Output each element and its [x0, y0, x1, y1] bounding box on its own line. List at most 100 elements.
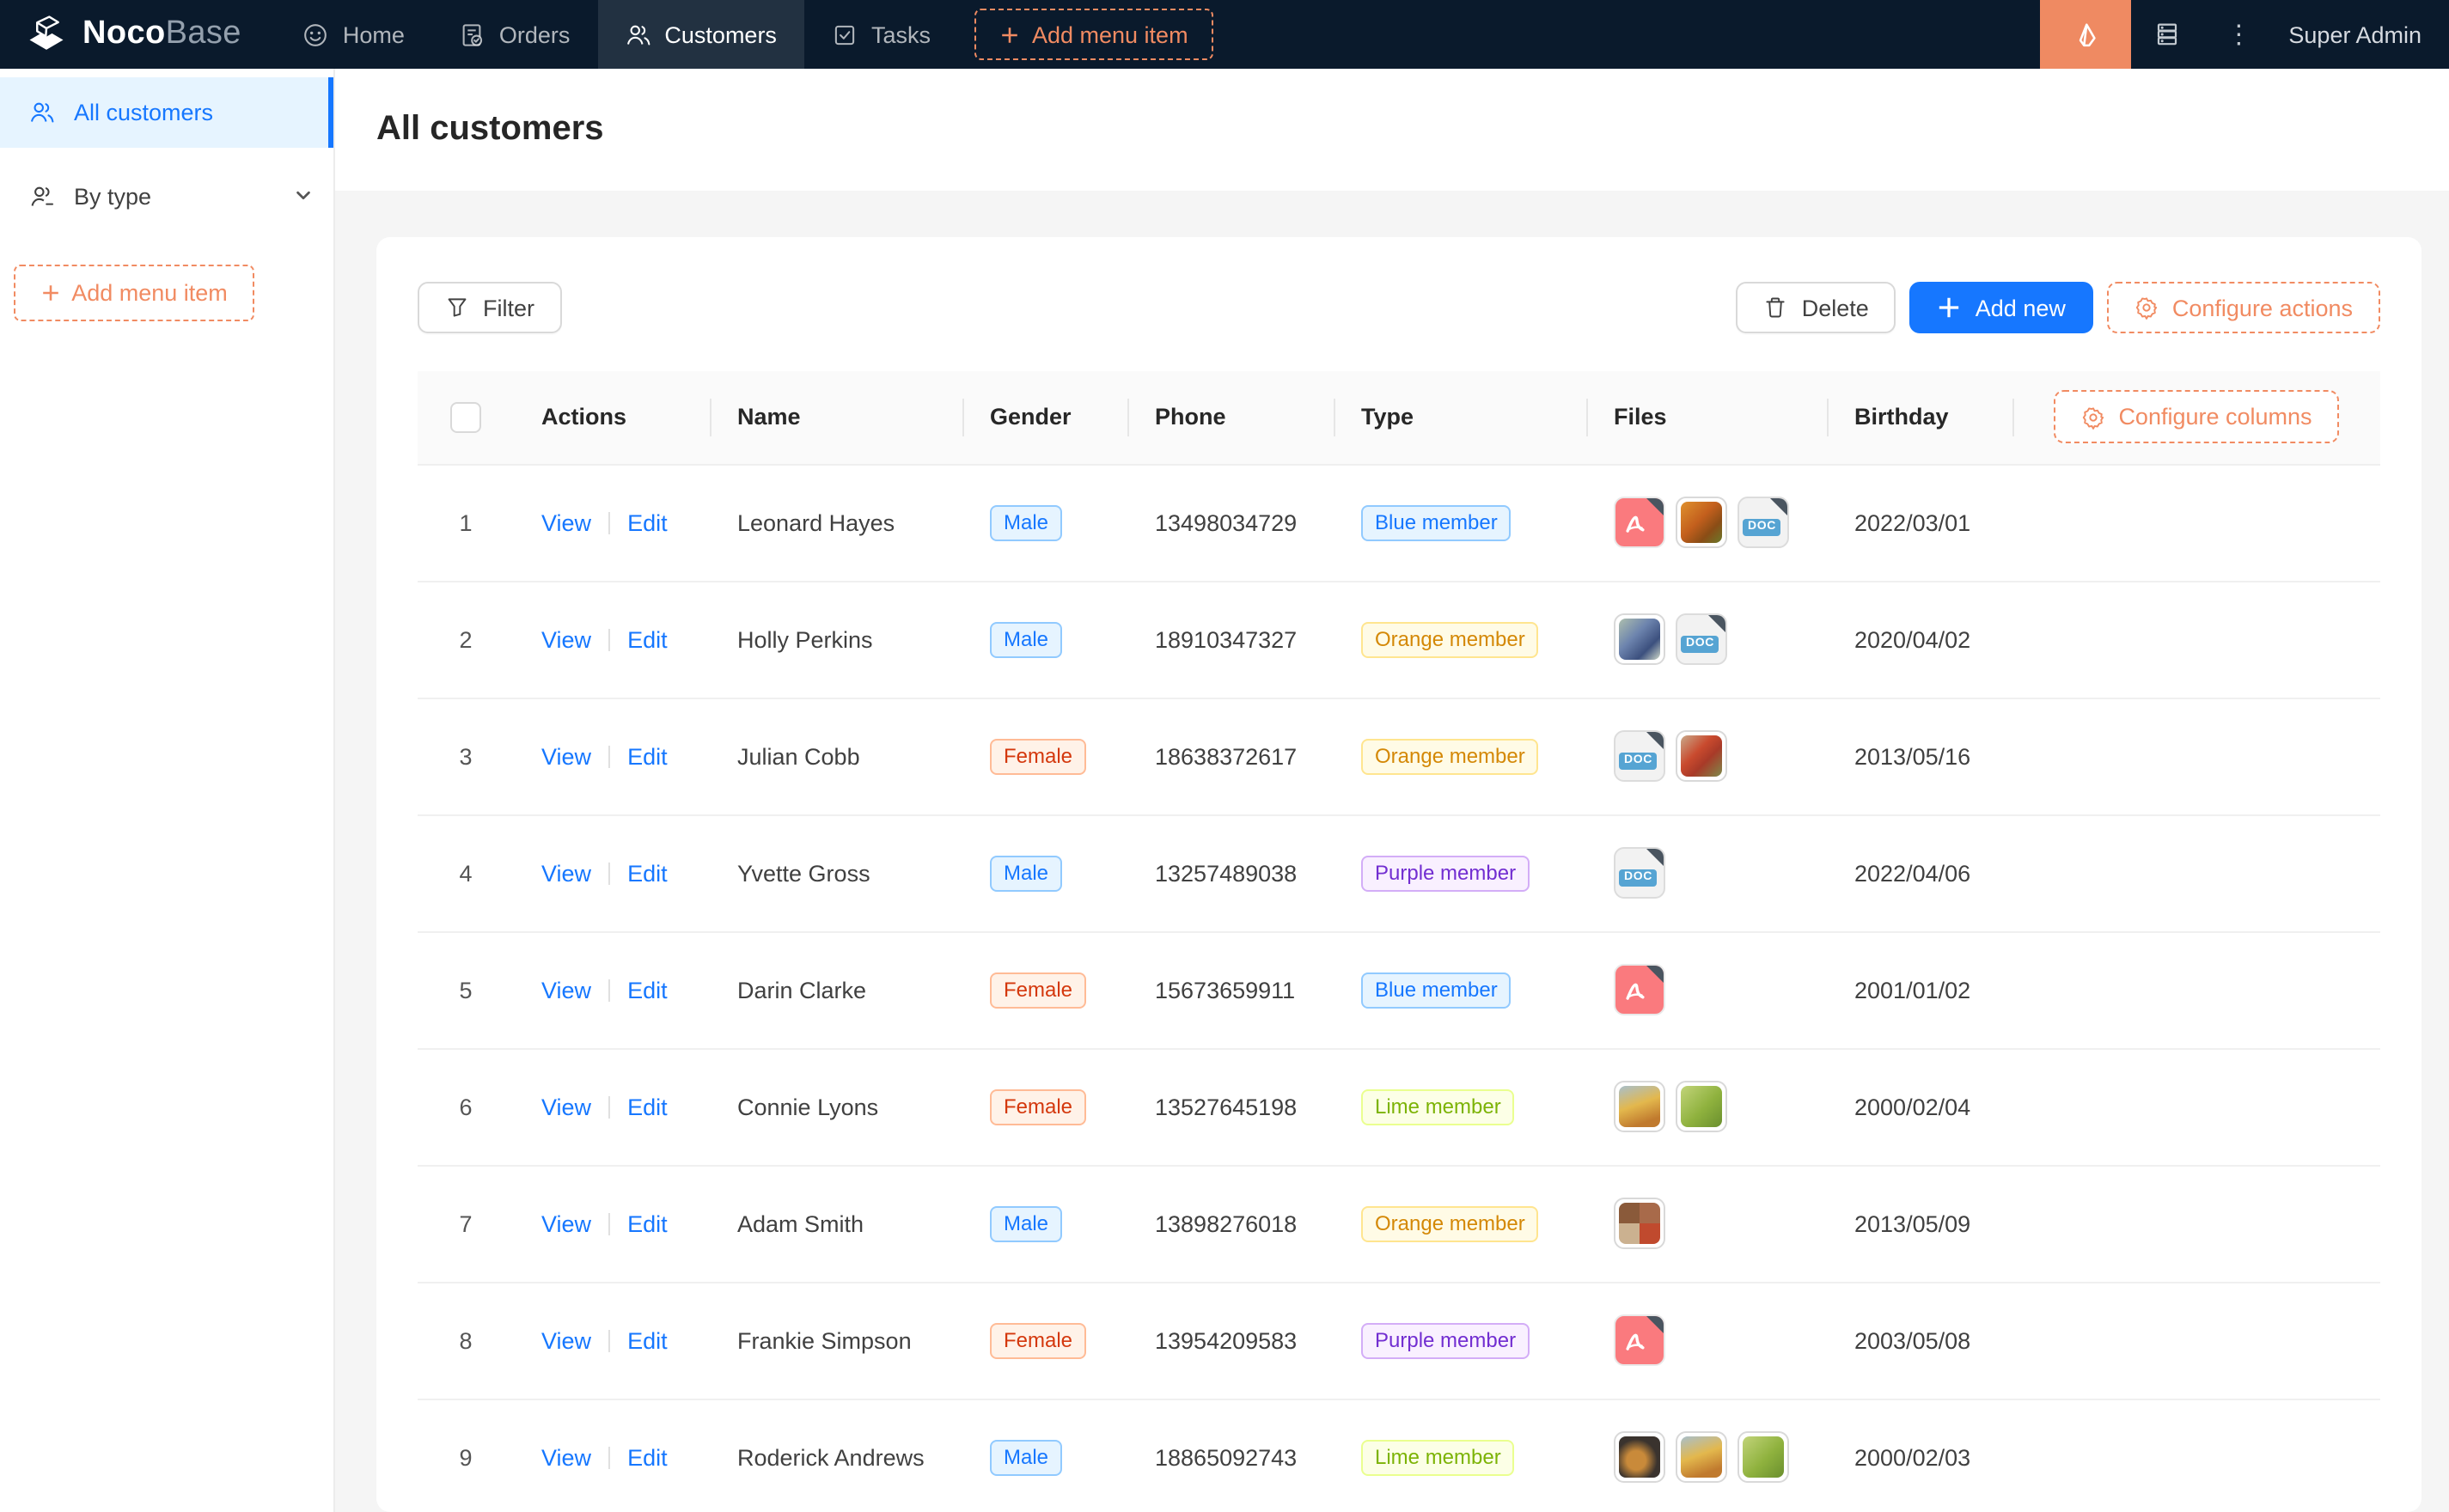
column-header-name: Name — [710, 371, 962, 464]
gender-tag: Male — [990, 1439, 1062, 1475]
extra-cell — [2012, 1399, 2380, 1512]
funnel-icon — [445, 296, 469, 320]
row-index: 4 — [418, 814, 514, 931]
link-divider — [608, 979, 610, 1001]
extra-cell — [2012, 1165, 2380, 1282]
type-tag: Blue member — [1361, 504, 1512, 540]
more-menu-button[interactable]: ⋮ — [2202, 0, 2275, 69]
image-thumbnail[interactable] — [1614, 613, 1665, 665]
extra-cell — [2012, 464, 2380, 581]
row-index: 9 — [418, 1399, 514, 1512]
edit-link[interactable]: Edit — [627, 977, 668, 1003]
doc-label: DOC — [1619, 753, 1658, 770]
edit-link[interactable]: Edit — [627, 1094, 668, 1119]
phone-cell: 13257489038 — [1127, 814, 1334, 931]
nav-item-customers[interactable]: Customers — [597, 0, 804, 69]
type-tag: Orange member — [1361, 1205, 1539, 1241]
type-tag: Orange member — [1361, 738, 1539, 774]
edit-link[interactable]: Edit — [627, 509, 668, 535]
checkbox-check-icon — [832, 21, 858, 47]
trash-icon — [1764, 296, 1788, 320]
actions-cell: View Edit — [514, 931, 710, 1048]
image-thumbnail[interactable] — [1676, 1081, 1727, 1132]
image-thumbnail[interactable] — [1676, 730, 1727, 782]
table-row: 7 ViewEdit Adam Smith Male 13898276018 O… — [418, 1165, 2380, 1282]
pdf-file-icon[interactable] — [1614, 1314, 1665, 1366]
configure-actions-button[interactable]: Configure actions — [2107, 282, 2380, 333]
nav-item-home[interactable]: Home — [276, 0, 432, 69]
actions-cell: View Edit — [514, 1048, 710, 1165]
table-toolbar: Filter Delete Add new — [418, 282, 2380, 333]
edit-link[interactable]: Edit — [627, 1210, 668, 1236]
extra-cell — [2012, 1282, 2380, 1399]
filter-button[interactable]: Filter — [418, 282, 562, 333]
files-cell: DOC — [1586, 814, 1827, 931]
doc-file-icon[interactable]: DOC — [1614, 730, 1665, 782]
view-link[interactable]: View — [541, 860, 591, 886]
nav-add-menu-item-button[interactable]: Add menu item — [975, 9, 1214, 60]
files-cell — [1586, 1282, 1827, 1399]
link-divider — [608, 1329, 610, 1351]
view-link[interactable]: View — [541, 1327, 591, 1353]
delete-button[interactable]: Delete — [1737, 282, 1896, 333]
type-tag: Blue member — [1361, 972, 1512, 1008]
doc-label: DOC — [1681, 636, 1719, 653]
name-cell: Darin Clarke — [710, 931, 962, 1048]
type-tag: Lime member — [1361, 1088, 1515, 1125]
doc-file-icon[interactable]: DOC — [1676, 613, 1727, 665]
ui-editor-button[interactable] — [2039, 0, 2130, 69]
birthday-cell: 2000/02/04 — [1827, 1048, 2012, 1165]
nav-item-orders[interactable]: Orders — [432, 0, 598, 69]
edit-link[interactable]: Edit — [627, 1444, 668, 1470]
table-row: 3 ViewEdit Julian Cobb Female 1863837261… — [418, 698, 2380, 814]
gender-cell: Male — [962, 1165, 1127, 1282]
pdf-file-icon[interactable] — [1614, 497, 1665, 548]
configure-columns-button[interactable]: Configure columns — [2053, 391, 2339, 444]
extra-cell — [2012, 931, 2380, 1048]
files-cell: DOC — [1586, 581, 1827, 698]
image-thumbnail[interactable] — [1676, 497, 1727, 548]
edit-link[interactable]: Edit — [627, 860, 668, 886]
app: NocoBase Home Orders — [0, 0, 2449, 1512]
view-link[interactable]: View — [541, 626, 591, 652]
select-all-checkbox[interactable] — [450, 402, 481, 433]
doc-file-icon[interactable]: DOC — [1614, 847, 1665, 899]
view-link[interactable]: View — [541, 743, 591, 769]
pdf-file-icon[interactable] — [1614, 964, 1665, 1015]
edit-link[interactable]: Edit — [627, 1327, 668, 1353]
table-row: 1 ViewEdit Leonard Hayes Male 1349803472… — [418, 464, 2380, 581]
sidebar-item-by-type[interactable]: By type — [0, 162, 333, 232]
view-link[interactable]: View — [541, 977, 591, 1003]
image-thumbnail[interactable] — [1738, 1431, 1789, 1483]
edit-link[interactable]: Edit — [627, 743, 668, 769]
actions-cell: View Edit — [514, 464, 710, 581]
sidebar-add-menu-item-button[interactable]: Add menu item — [14, 265, 254, 321]
name-cell: Yvette Gross — [710, 814, 962, 931]
content-area: Filter Delete Add new — [335, 191, 2449, 1512]
birthday-cell: 2003/05/08 — [1827, 1282, 2012, 1399]
image-thumbnail[interactable] — [1676, 1431, 1727, 1483]
brand-light: Base — [166, 15, 241, 52]
sidebar-item-all-customers[interactable]: All customers — [0, 77, 333, 148]
sidebar: All customers By type Add menu item — [0, 69, 335, 1512]
current-user[interactable]: Super Admin — [2275, 21, 2449, 47]
gender-cell: Male — [962, 1399, 1127, 1512]
chevron-down-icon[interactable] — [294, 184, 313, 210]
edit-link[interactable]: Edit — [627, 626, 668, 652]
image-thumbnail[interactable] — [1614, 1081, 1665, 1132]
view-link[interactable]: View — [541, 1210, 591, 1236]
nav-item-tasks[interactable]: Tasks — [804, 0, 958, 69]
view-link[interactable]: View — [541, 1094, 591, 1119]
image-thumbnail[interactable] — [1614, 1431, 1665, 1483]
add-new-button[interactable]: Add new — [1910, 282, 2093, 333]
plugins-button[interactable] — [2130, 0, 2202, 69]
view-link[interactable]: View — [541, 1444, 591, 1470]
view-link[interactable]: View — [541, 509, 591, 535]
gender-cell: Male — [962, 814, 1127, 931]
actions-cell: View Edit — [514, 814, 710, 931]
row-index: 3 — [418, 698, 514, 814]
image-thumbnail[interactable] — [1614, 1198, 1665, 1249]
phone-cell: 13498034729 — [1127, 464, 1334, 581]
doc-file-icon[interactable]: DOC — [1738, 497, 1789, 548]
birthday-cell: 2013/05/09 — [1827, 1165, 2012, 1282]
